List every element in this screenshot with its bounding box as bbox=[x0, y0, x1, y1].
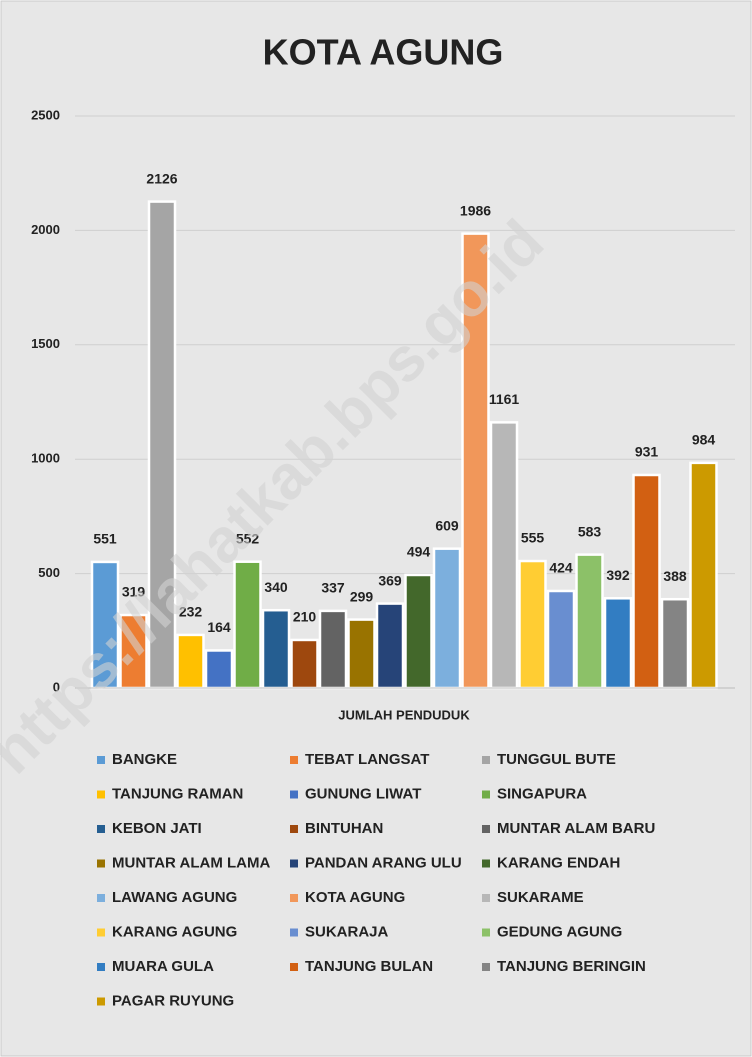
legend-marker bbox=[290, 894, 298, 902]
bar bbox=[147, 200, 177, 690]
legend-label: TANJUNG RAMAN bbox=[112, 785, 243, 802]
data-label: 609 bbox=[435, 517, 459, 533]
legend-label: KARANG ENDAH bbox=[497, 854, 620, 871]
bar bbox=[347, 618, 376, 690]
bar bbox=[90, 560, 120, 690]
legend-marker bbox=[290, 928, 298, 937]
y-tick-label: 1000 bbox=[31, 451, 60, 466]
bar bbox=[233, 560, 262, 690]
legend-marker bbox=[482, 756, 490, 764]
data-label: 337 bbox=[321, 580, 345, 596]
bar bbox=[261, 608, 291, 690]
legend-marker bbox=[290, 790, 298, 799]
legend-label: TANJUNG BERINGIN bbox=[497, 958, 646, 975]
legend-marker bbox=[97, 997, 105, 1006]
bar bbox=[489, 421, 519, 690]
data-label: 583 bbox=[578, 523, 602, 539]
legend-label: BANGKE bbox=[112, 751, 177, 768]
data-label: 1161 bbox=[489, 391, 520, 407]
y-tick-label: 2000 bbox=[31, 222, 60, 237]
chart-title: KOTA AGUNG bbox=[263, 32, 504, 73]
x-axis-label: JUMLAH PENDUDUK bbox=[338, 707, 470, 722]
legend-marker bbox=[482, 928, 490, 937]
legend-label: TEBAT LANGSAT bbox=[305, 751, 429, 768]
legend-marker bbox=[97, 756, 105, 764]
bar bbox=[318, 609, 348, 690]
bar bbox=[546, 589, 576, 690]
legend-marker bbox=[482, 963, 490, 971]
data-label: 299 bbox=[350, 588, 374, 604]
bar bbox=[461, 232, 490, 690]
bar bbox=[375, 602, 405, 690]
legend-marker bbox=[97, 928, 105, 937]
bar bbox=[660, 597, 690, 690]
bar bbox=[119, 613, 148, 690]
legend-marker bbox=[97, 894, 105, 902]
data-label: 392 bbox=[606, 567, 630, 583]
legend-marker bbox=[482, 894, 490, 902]
data-label: 984 bbox=[692, 432, 716, 448]
data-label: 2126 bbox=[146, 170, 177, 186]
bar bbox=[632, 473, 661, 690]
data-label: 494 bbox=[407, 544, 431, 560]
legend-label: KEBON JATI bbox=[112, 820, 202, 837]
legend-marker bbox=[290, 963, 298, 971]
data-label: 555 bbox=[521, 530, 545, 546]
bar bbox=[290, 638, 319, 690]
y-tick-label: 2500 bbox=[31, 107, 60, 122]
bar bbox=[689, 461, 718, 690]
legend-label: LAWANG AGUNG bbox=[112, 889, 237, 906]
legend-label: SUKARAME bbox=[497, 889, 584, 906]
legend-marker bbox=[482, 790, 490, 799]
data-label: 931 bbox=[635, 444, 659, 460]
legend-label: KARANG AGUNG bbox=[112, 923, 237, 940]
data-label: 164 bbox=[207, 619, 231, 635]
legend-marker bbox=[97, 859, 105, 868]
legend-label: KOTA AGUNG bbox=[305, 889, 405, 906]
y-tick-label: 0 bbox=[53, 679, 60, 694]
legend-label: SINGAPURA bbox=[497, 785, 587, 802]
legend-label: MUARA GULA bbox=[112, 958, 214, 975]
data-label: 424 bbox=[549, 560, 573, 576]
legend-label: PANDAN ARANG ULU bbox=[305, 854, 462, 871]
legend-label: GEDUNG AGUNG bbox=[497, 923, 622, 940]
legend-marker bbox=[290, 825, 298, 833]
y-tick-label: 500 bbox=[38, 565, 60, 580]
legend-marker bbox=[482, 825, 490, 833]
data-label: 1986 bbox=[460, 202, 491, 218]
legend-label: PAGAR RUYUNG bbox=[112, 992, 234, 1009]
data-label: 369 bbox=[378, 572, 402, 588]
legend-marker bbox=[97, 963, 105, 971]
legend-label: MUNTAR ALAM LAMA bbox=[112, 854, 270, 871]
bar bbox=[603, 597, 633, 690]
legend-label: TUNGGUL BUTE bbox=[497, 751, 616, 768]
bar bbox=[518, 559, 547, 690]
data-label: 340 bbox=[264, 579, 288, 595]
bar bbox=[575, 553, 604, 690]
legend-marker bbox=[97, 825, 105, 833]
data-label: 319 bbox=[122, 584, 146, 600]
legend-marker bbox=[290, 756, 298, 764]
data-label: 232 bbox=[179, 604, 203, 620]
data-label: 552 bbox=[236, 530, 260, 546]
legend-marker bbox=[482, 859, 490, 868]
legend-marker bbox=[97, 790, 105, 799]
data-label: 388 bbox=[663, 568, 687, 584]
data-label: 551 bbox=[93, 531, 117, 547]
data-label: 210 bbox=[293, 609, 317, 625]
legend-marker bbox=[290, 859, 298, 868]
bar bbox=[204, 649, 234, 690]
legend-label: SUKARAJA bbox=[305, 923, 389, 940]
legend-label: GUNUNG LIWAT bbox=[305, 785, 421, 802]
bar bbox=[404, 573, 433, 690]
legend-label: TANJUNG BULAN bbox=[305, 958, 433, 975]
legend-label: BINTUHAN bbox=[305, 820, 383, 837]
bar bbox=[432, 547, 462, 690]
legend-label: MUNTAR ALAM BARU bbox=[497, 820, 655, 837]
bar bbox=[176, 633, 205, 690]
y-tick-label: 1500 bbox=[31, 336, 60, 351]
